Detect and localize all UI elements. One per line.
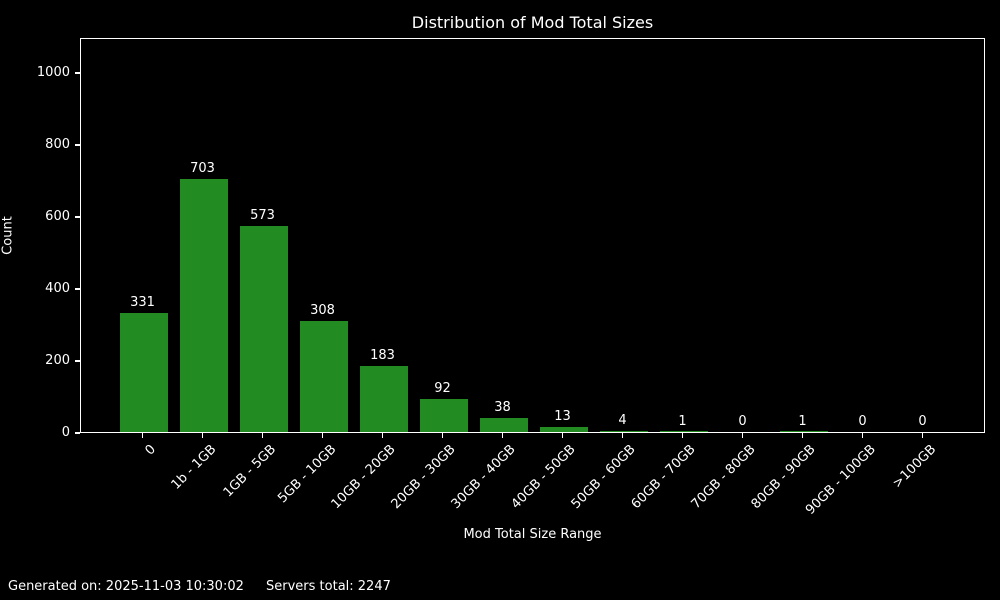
x-tick-mark [501,433,504,438]
y-tick-mark [75,72,80,74]
bar [179,178,228,432]
bar-value-label: 0 [918,414,927,429]
bar [119,312,168,432]
y-axis-label: Count [0,216,16,255]
x-tick-label: >100GB [889,442,940,492]
bar-value-label: 331 [130,294,155,310]
bar-value-label: 1 [678,413,687,429]
y-tick-label: 400 [45,280,70,296]
bar-value-label: 573 [250,207,275,223]
x-tick-mark [321,433,324,438]
bar-value-label: 183 [370,348,395,364]
x-tick-mark [201,433,204,438]
y-tick-mark [75,432,80,434]
x-tick-label: 5GB - 10GB [274,442,340,507]
x-tick-label: 1GB - 5GB [220,442,280,501]
chart-title: Distribution of Mod Total Sizes [411,13,654,32]
bar [659,431,708,432]
footer-generated: Generated on: 2025-11-03 10:30:02 [8,579,244,594]
bar [479,418,528,432]
bar-value-label: 38 [494,400,511,416]
bar [599,430,648,432]
plot-area [80,38,985,433]
y-tick-mark [75,216,80,218]
x-tick-mark [561,433,564,438]
x-tick-mark [741,433,744,438]
bar-value-label: 4 [618,412,627,428]
bar-value-label: 1 [798,413,807,429]
y-tick-label: 0 [61,425,70,440]
x-tick-mark [441,433,444,438]
x-axis-label: Mod Total Size Range [463,527,602,542]
y-tick-mark [75,144,80,146]
bar [359,366,408,432]
x-tick-label: 1b - 1GB [168,442,220,493]
bar [419,398,468,432]
bar [239,225,288,432]
x-tick-mark [921,433,924,438]
bar-value-label: 92 [434,380,451,396]
x-tick-mark [861,433,864,438]
bar [299,321,348,432]
x-tick-mark [381,433,384,438]
x-tick-mark [681,433,684,438]
y-tick-mark [75,360,80,362]
bar [779,431,828,432]
bar-value-label: 13 [554,409,571,425]
bar-value-label: 0 [738,414,747,429]
bar-value-label: 308 [310,303,335,319]
y-tick-label: 600 [45,208,70,224]
x-tick-mark [621,433,624,438]
bar-value-label: 0 [858,414,867,429]
bar-value-label: 703 [190,160,215,176]
y-tick-label: 200 [45,352,70,368]
y-tick-mark [75,288,80,290]
x-tick-mark [261,433,264,438]
x-tick-mark [141,433,144,438]
footer-servers-total: Servers total: 2247 [266,579,391,594]
y-tick-label: 800 [45,136,70,152]
x-tick-label: 0 [142,442,160,459]
footer: Generated on: 2025-11-03 10:30:02 Server… [8,579,409,594]
x-tick-mark [801,433,804,438]
y-tick-label: 1000 [36,64,70,80]
bar [539,427,588,432]
